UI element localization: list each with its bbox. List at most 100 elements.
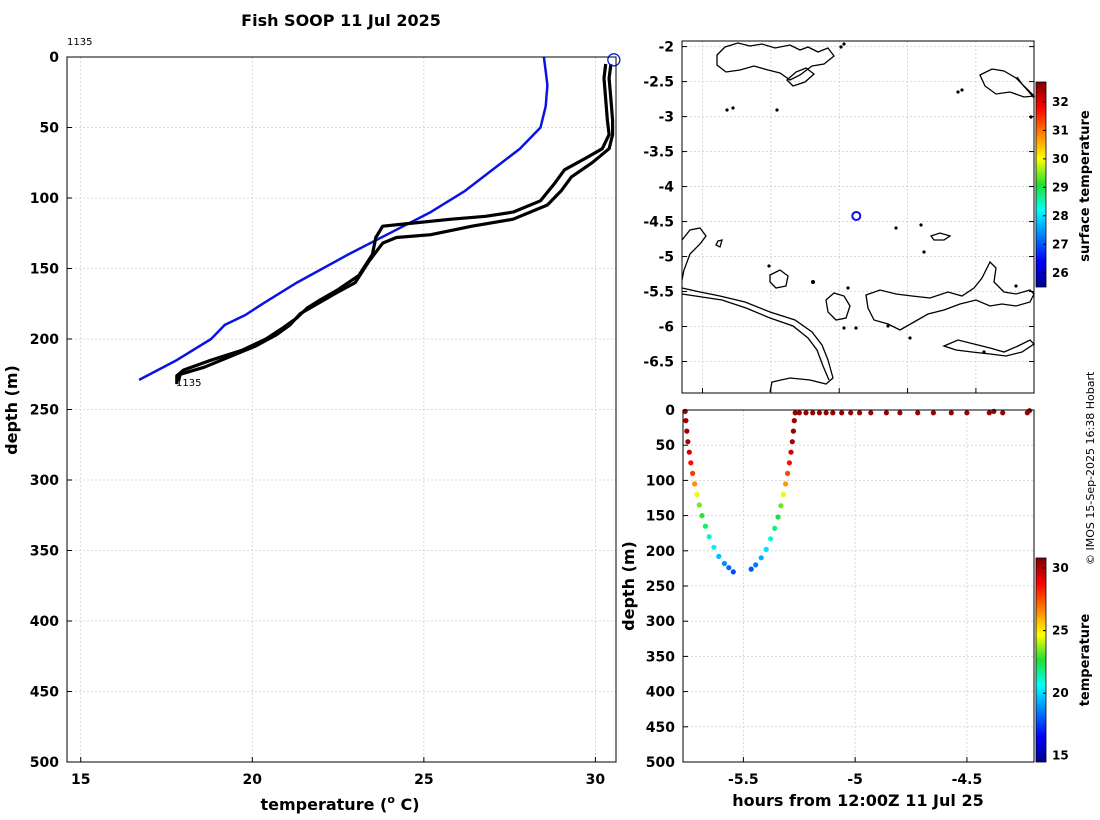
xlabel-main: temperature ( xyxy=(260,795,387,814)
coast-new-britain xyxy=(865,260,1035,331)
map-y-tick-label: -6 xyxy=(658,320,674,336)
map-grid xyxy=(682,41,1034,393)
map-y-tick-label: -6.5 xyxy=(643,355,674,371)
y-tick-label: 0 xyxy=(49,50,59,66)
section-point xyxy=(763,546,769,553)
section-point xyxy=(753,562,759,568)
depth-time-panel: -5.5 -5 -4.5 0 50 100 150 200 250 300 350 400 450 50… xyxy=(619,402,1093,810)
section-y-tick-label: 0 xyxy=(665,403,675,419)
islet-dot xyxy=(811,280,815,284)
islet-dot xyxy=(725,108,729,112)
map-y-tick-label: -2.5 xyxy=(643,75,674,91)
section-point xyxy=(702,523,709,529)
islet-dot xyxy=(775,108,779,112)
section-point xyxy=(699,513,705,519)
section-point xyxy=(778,503,784,509)
y-tick-label: 50 xyxy=(40,121,60,137)
islet-dot xyxy=(982,350,986,354)
profile-grid xyxy=(67,56,616,763)
islet-dot xyxy=(960,88,964,92)
islet-dot xyxy=(922,250,926,254)
section-point xyxy=(1026,408,1033,414)
map-y-tick-label: -5.5 xyxy=(643,285,674,301)
map-colorbar-tick-label: 31 xyxy=(1052,123,1069,137)
y-tick-label: 300 xyxy=(30,473,59,489)
profile-lines xyxy=(138,56,615,385)
chart-title: Fish SOOP 11 Jul 2025 xyxy=(241,11,441,30)
map-islets xyxy=(725,42,1033,354)
section-y-axis-label: depth (m) xyxy=(619,541,638,631)
section-points xyxy=(682,408,1033,575)
map-y-tick-label: -4 xyxy=(658,180,674,196)
section-point xyxy=(883,410,890,416)
section-point xyxy=(964,410,970,416)
section-point xyxy=(830,410,836,416)
series-line-observed-a xyxy=(175,63,611,385)
islet-dot xyxy=(956,90,960,94)
series-line-climatology xyxy=(138,56,549,382)
y-tick-label: 150 xyxy=(30,262,59,278)
y-tick-label: 100 xyxy=(30,191,59,207)
section-point xyxy=(783,481,789,487)
section-point xyxy=(706,534,712,540)
section-point xyxy=(930,410,937,416)
map-y-tick-label: -3.5 xyxy=(643,145,674,161)
section-grid xyxy=(683,409,1034,763)
section-point xyxy=(803,410,809,416)
map-colorbar-tick-label: 27 xyxy=(1052,237,1069,251)
islet-dot xyxy=(846,286,850,290)
map-colorbar-tick-label: 32 xyxy=(1052,95,1069,109)
coast-islet-d xyxy=(929,232,952,241)
section-point xyxy=(684,428,690,434)
islet-dot xyxy=(842,42,846,46)
profile-id-label-bottom: 1135 xyxy=(176,378,201,389)
islet-dot xyxy=(731,106,735,110)
section-point xyxy=(948,410,954,416)
section-point xyxy=(726,565,732,571)
islet-dot xyxy=(894,226,898,230)
y-tick-label: 350 xyxy=(30,544,59,560)
section-point xyxy=(690,470,696,476)
map-colorbar-tick-label: 26 xyxy=(1052,266,1069,280)
location-map-panel: 146147148149150 -2-2.5-3-3.5-4-4.5-5-5.5… xyxy=(643,40,1093,418)
section-point xyxy=(810,410,816,416)
coast-islet-a xyxy=(786,67,816,87)
section-x-ticks: -5.5 -5 -4.5 xyxy=(728,757,982,788)
section-y-tick-label: 450 xyxy=(646,720,675,736)
credit-text: © IMOS 15-Sep-2025 16:38 Hobart xyxy=(1084,371,1097,565)
section-point xyxy=(694,491,700,498)
map-y-tick-label: -3 xyxy=(658,110,674,126)
section-point xyxy=(696,502,702,508)
map-y-tick-label: -4.5 xyxy=(643,215,674,231)
profile-id-label-top: 1135 xyxy=(67,37,92,48)
section-point xyxy=(688,460,694,466)
profile-x-ticks: 15 20 25 30 xyxy=(71,757,605,788)
y-tick-label: 500 xyxy=(30,755,59,771)
section-y-tick-label: 500 xyxy=(646,755,675,771)
section-point xyxy=(775,514,781,520)
coast-new-hanover xyxy=(716,42,835,81)
section-y-ticks: 0 50 100 150 200 250 300 350 400 450 500 xyxy=(646,403,688,771)
section-point xyxy=(686,449,692,455)
section-x-tick-label: -4.5 xyxy=(952,772,983,788)
map-colorbar-tick-label: 30 xyxy=(1052,152,1069,166)
section-point xyxy=(915,410,921,416)
profile-y-ticks: 0 50 100 150 200 250 300 350 400 450 500 xyxy=(30,50,72,771)
temperature-profile-panel: 15 20 25 30 050100150200250300350400450500 … xyxy=(2,37,621,814)
y-tick-label: 400 xyxy=(30,614,59,630)
section-y-tick-label: 50 xyxy=(656,438,676,454)
section-point xyxy=(692,481,698,487)
section-point xyxy=(1000,410,1006,416)
series-line-observed-b xyxy=(176,63,615,382)
islet-dot xyxy=(842,326,846,330)
map-y-tick-label: -2 xyxy=(658,40,674,56)
section-point xyxy=(785,470,791,476)
map-colorbar-label: surface temperature xyxy=(1078,110,1093,262)
islet-dot xyxy=(854,326,858,330)
section-point xyxy=(711,544,717,550)
section-colorbar-tick-label: 20 xyxy=(1052,686,1069,700)
profile-frame xyxy=(66,56,617,763)
xlabel-end: C) xyxy=(395,795,420,814)
section-point xyxy=(721,560,728,567)
